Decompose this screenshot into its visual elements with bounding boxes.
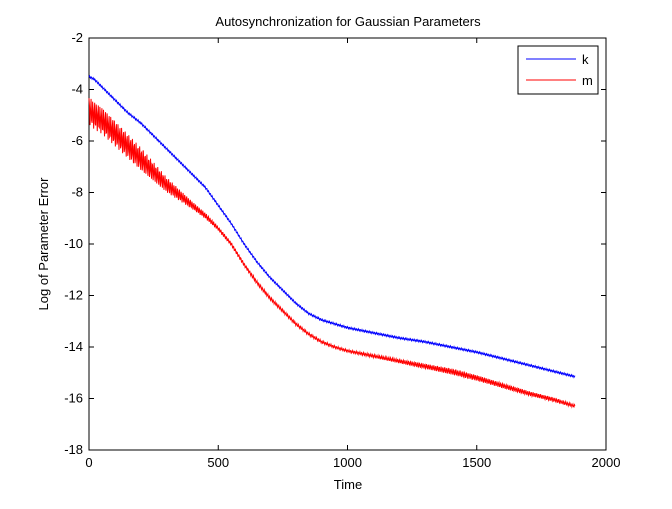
axis-ticks: 0 500 1000 1500 2000 -18 -16 -14 -12 -10 -8 -6 -4 -2	[64, 30, 620, 470]
legend-label-m: m	[582, 73, 593, 88]
y-tick-label: -12	[64, 288, 83, 303]
series-line-m	[88, 98, 576, 409]
x-tick-label: 1000	[333, 455, 362, 470]
legend-box	[517, 45, 599, 95]
x-tick-label: 500	[207, 455, 229, 470]
y-axis-label: Log of Parameter Error	[36, 177, 51, 311]
x-tick-label: 0	[85, 455, 92, 470]
y-tick-label: -6	[71, 133, 83, 148]
x-tick-label: 2000	[592, 455, 621, 470]
series-group	[88, 74, 576, 409]
y-tick-label: -10	[64, 236, 83, 251]
y-tick-label: -2	[71, 30, 83, 45]
series-line-k	[88, 74, 576, 379]
chart-title: Autosynchronization for Gaussian Paramet…	[215, 14, 481, 29]
x-axis-label: Time	[334, 477, 362, 492]
x-tick-label: 1500	[462, 455, 491, 470]
legend-label-k: k	[582, 52, 589, 67]
y-tick-label: -8	[71, 185, 83, 200]
plot-area	[88, 37, 607, 451]
y-tick-label: -4	[71, 82, 83, 97]
y-tick-label: -18	[64, 442, 83, 457]
y-tick-label: -14	[64, 339, 83, 354]
y-tick-label: -16	[64, 391, 83, 406]
legend: k m	[517, 45, 599, 95]
